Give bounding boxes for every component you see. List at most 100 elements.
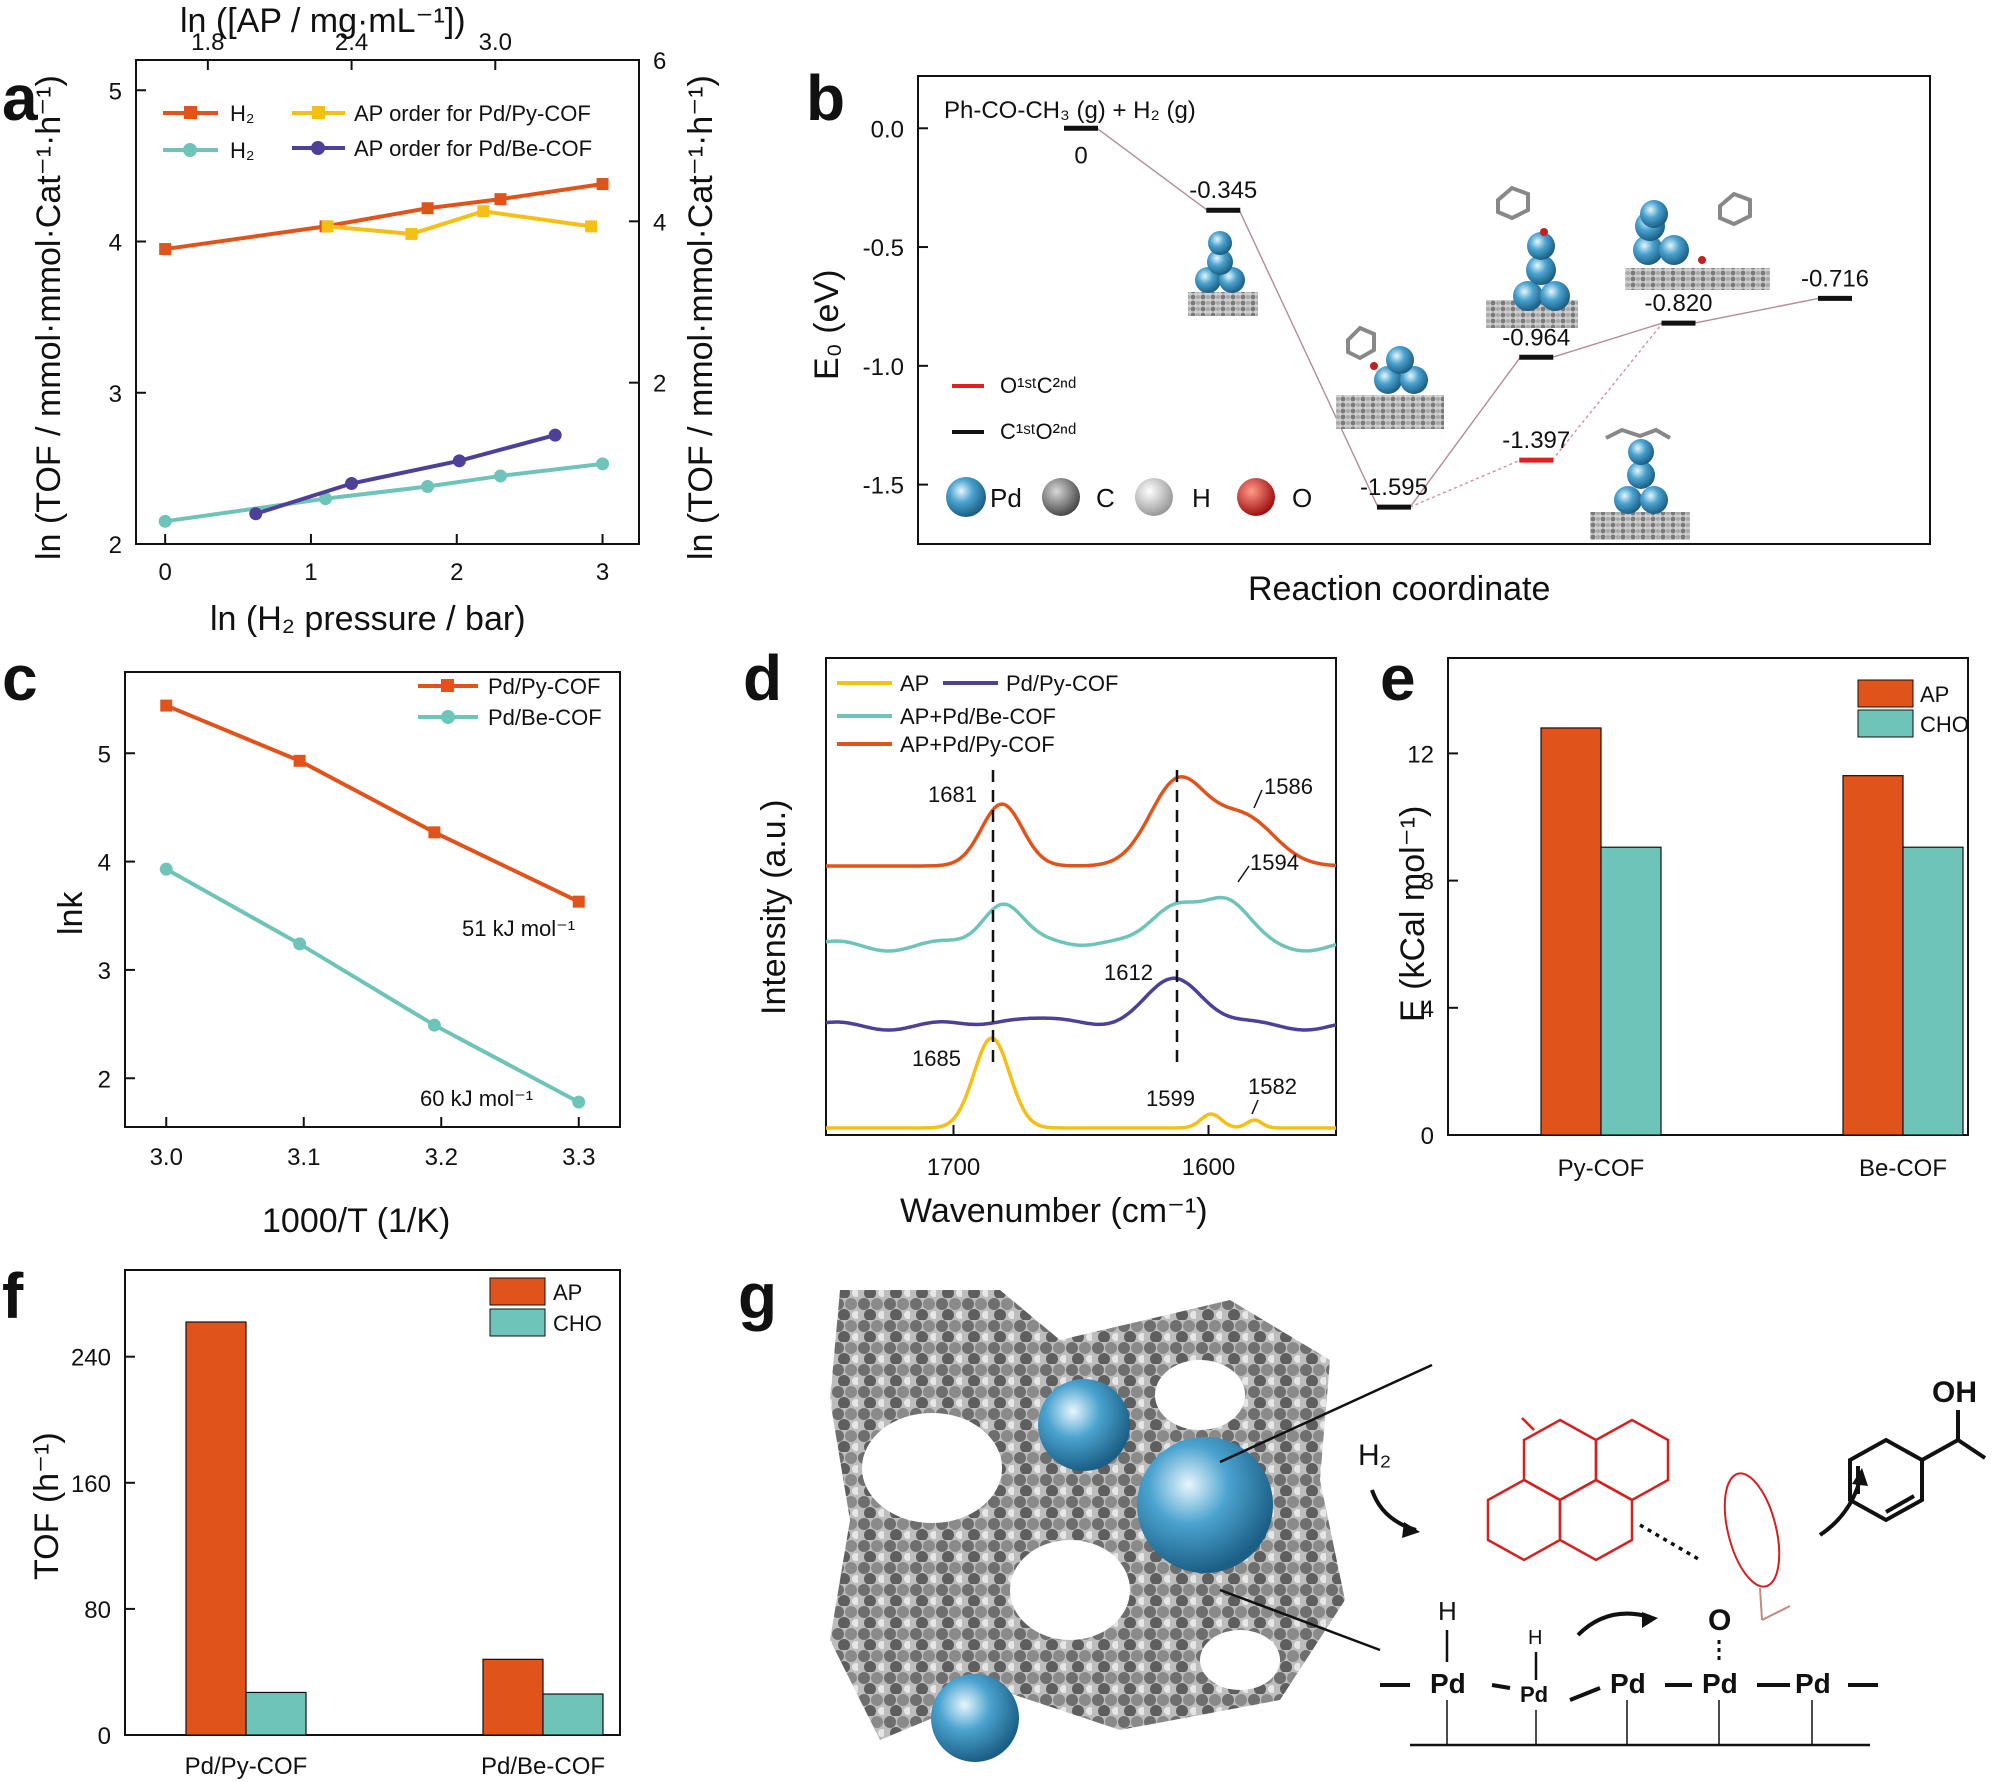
bar-ap-0 <box>1540 727 1602 1136</box>
category-label-f-bars: Pd/Py-COF <box>185 1753 308 1780</box>
legend-label-h2-teal: H₂ <box>230 138 254 163</box>
y-axis-label-a: ln (TOF / mmol·mmol·Cat⁻¹·h⁻¹) <box>30 75 68 560</box>
panel-label-e: e <box>1380 642 1416 714</box>
panel-a: a ln ([AP / mg·mL⁻¹]) ln (H₂ pressure / … <box>2 2 720 638</box>
panel-label-d: d <box>743 642 782 714</box>
peak-label-1612: 1612 <box>1104 960 1153 985</box>
x-axis-label-c: 1000/T (1/K) <box>262 1202 450 1240</box>
y-axis-label-e: E (kCal mol⁻¹) <box>1394 806 1432 1022</box>
o-atom-icon <box>1237 478 1275 516</box>
energy-label-b-4: -1.397 <box>1502 427 1570 454</box>
data-point-a-1 <box>158 514 172 528</box>
x-tick-label-c: 3.3 <box>562 1144 595 1171</box>
pd-site-5: Pd <box>1795 1668 1831 1699</box>
ticks-d: 1700 1600 <box>927 1125 1235 1181</box>
panel-e: e E (kCal mol⁻¹) 0 4 8 12 Py-COF Be-COF AP CH… <box>1380 642 1969 1182</box>
hydroxyl-label: OH <box>1932 1376 1977 1409</box>
h2-arrow-head <box>1402 1522 1420 1538</box>
energy-connector-b <box>1238 209 1379 508</box>
activation-energy-py: 51 kJ mol⁻¹ <box>462 916 575 941</box>
x-axis-label-a: ln (H₂ pressure / bar) <box>210 600 526 638</box>
y-tick-label-c: 3 <box>98 958 111 985</box>
y-tick-label-b: -0.5 <box>863 235 904 262</box>
energy-connector-b <box>1694 297 1820 324</box>
y2-tick-label-a: 2 <box>653 371 666 398</box>
data-point-a-1 <box>493 469 507 483</box>
spectrum-ap-pd-be-cof <box>825 895 1337 953</box>
bar-ap-1 <box>1842 775 1904 1136</box>
data-point-a-2 <box>585 220 598 233</box>
x2-tick-label-a: 1.8 <box>191 29 224 56</box>
bar-cho-1 <box>1902 846 1964 1136</box>
energy-connector-b <box>1409 459 1521 508</box>
product-1-phenylethanol <box>1848 1410 1987 1523</box>
x-tick-label-a: 3 <box>596 559 609 586</box>
ticks-c: 3.0 3.1 3.2 3.3 2 3 4 5 <box>98 741 596 1171</box>
pd-site-1: Pd <box>1430 1668 1466 1699</box>
panel-label-b: b <box>806 62 845 134</box>
legend-label-ap-pd-py-d: AP+Pd/Py-COF <box>900 732 1055 757</box>
hydrogen-2: H <box>1528 1627 1542 1649</box>
ticks-b: 0.0 -0.5 -1.0 -1.5 <box>863 116 928 500</box>
plot-frame-a <box>135 59 640 545</box>
spectra-d <box>825 775 1337 1130</box>
y-tick-label-e-bars: 12 <box>1407 741 1434 768</box>
plot-frame-d <box>825 657 1337 1136</box>
plot-frame-f <box>124 1269 621 1736</box>
y-tick-label-b: -1.5 <box>863 473 904 500</box>
atom-legend-pd: Pd <box>990 483 1022 513</box>
data-point-c-1 <box>572 1095 586 1109</box>
legend-label-cho-e: CHO <box>1920 712 1969 737</box>
legend-label-ap-pd-be-d: AP+Pd/Be-COF <box>900 704 1056 729</box>
plot-frame-e <box>1447 657 1969 1136</box>
plot-frame-c <box>124 671 621 1128</box>
panel-label-f: f <box>2 1260 24 1332</box>
peak-label-1599: 1599 <box>1146 1086 1195 1111</box>
x-tick-label-a: 2 <box>450 559 463 586</box>
y-tick-label-e-bars: 4 <box>1421 996 1434 1023</box>
peak-label-1685: 1685 <box>912 1046 961 1071</box>
data-point-c-0 <box>428 826 441 839</box>
y2-tick-label-a: 4 <box>653 209 666 236</box>
pd-nanoparticle-2 <box>1137 1437 1273 1573</box>
x-tick-label-d: 1600 <box>1182 1154 1235 1181</box>
y-tick-label-a: 4 <box>109 230 122 257</box>
bar-cho-0 <box>1600 846 1662 1136</box>
structure-image-4 <box>1625 191 1770 290</box>
x-axis-label-d: Wavenumber (cm⁻¹) <box>900 1192 1208 1230</box>
h-atom-icon <box>1135 478 1173 516</box>
x2-axis-label-a: ln ([AP / mg·mL⁻¹]) <box>180 2 466 40</box>
category-label-f-bars: Pd/Be-COF <box>481 1753 605 1780</box>
category-label-e-bars: Be-COF <box>1859 1155 1947 1182</box>
data-point-a-3 <box>452 454 466 468</box>
bar-cho-1 <box>542 1693 604 1736</box>
panel-g: g H₂ Pd H Pd <box>738 1260 1987 1762</box>
panel-d: d Wavenumber (cm⁻¹) Intensity (a.u.) 170… <box>743 642 1337 1230</box>
data-point-c-0 <box>572 895 585 908</box>
x2-tick-label-a: 3.0 <box>479 29 512 56</box>
acetophenone-structure <box>1723 1472 1791 1621</box>
y-tick-label-f-bars: 0 <box>98 1723 111 1750</box>
data-point-c-0 <box>293 754 306 767</box>
bar-ap-1 <box>482 1658 544 1736</box>
peak-label-1586: 1586 <box>1264 774 1313 799</box>
bars-f <box>185 1321 604 1736</box>
structure-image-2 <box>1336 325 1444 429</box>
legend-label-ap-py: AP order for Pd/Py-COF <box>354 101 591 126</box>
y-tick-label-b: -1.0 <box>863 354 904 381</box>
energy-label-b-0: 0 <box>1074 142 1087 169</box>
cof-framework-illustration <box>830 1290 1345 1762</box>
c-atom-icon <box>1042 478 1080 516</box>
pd-site-3: Pd <box>1610 1668 1646 1699</box>
series-line-a-2 <box>327 209 592 236</box>
legend-marker-ap-be <box>311 141 325 155</box>
data-point-a-2 <box>405 227 418 240</box>
bar-cho-0 <box>245 1691 307 1736</box>
panel-b: b Reaction coordinate E₀ (eV) Ph-CO-CH₃ … <box>806 62 1931 608</box>
energy-connector-b <box>1409 356 1521 508</box>
y-tick-label-e-bars: 8 <box>1421 869 1434 896</box>
data-point-a-3 <box>249 507 263 521</box>
data-point-a-0 <box>596 178 609 191</box>
